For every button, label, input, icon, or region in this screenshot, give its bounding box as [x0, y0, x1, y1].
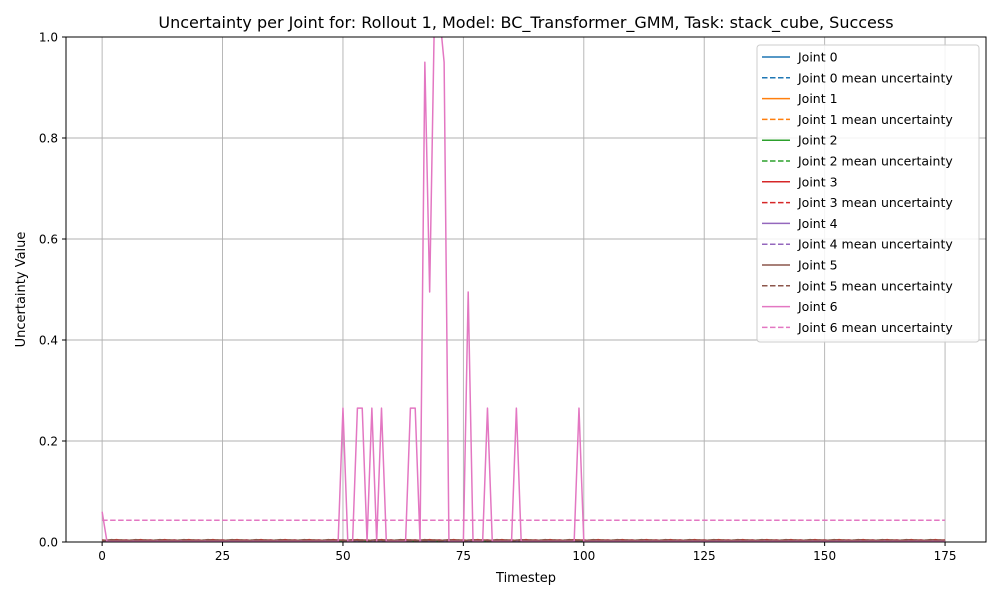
legend-entry: Joint 2 mean uncertainty — [797, 154, 953, 169]
legend-entry: Joint 0 mean uncertainty — [797, 70, 953, 85]
legend-entry: Joint 4 mean uncertainty — [797, 237, 953, 252]
y-tick-label: 0.4 — [39, 334, 58, 348]
x-tick-label: 75 — [456, 549, 471, 563]
x-tick-label: 175 — [934, 549, 957, 563]
y-axis-title: Uncertainty Value — [14, 232, 29, 348]
y-tick-label: 0.0 — [39, 536, 58, 550]
y-tick-label: 0.6 — [39, 233, 58, 247]
x-tick-label: 25 — [215, 549, 230, 563]
x-tick-label: 150 — [813, 549, 836, 563]
y-tick-label: 0.8 — [39, 132, 58, 146]
chart-title: Uncertainty per Joint for: Rollout 1, Mo… — [158, 13, 893, 33]
x-tick-label: 0 — [98, 549, 106, 563]
legend-entry: Joint 3 — [797, 174, 838, 189]
legend-box — [756, 44, 980, 343]
y-tick-label: 1.0 — [39, 31, 58, 45]
x-tick-label: 50 — [335, 549, 350, 563]
legend-entry: Joint 1 — [797, 91, 838, 106]
legend-entry: Joint 6 — [797, 299, 838, 314]
legend: Joint 0 Joint 0 mean uncertainty Joint 1 Jo… — [756, 44, 980, 343]
x-tick-label: 100 — [572, 549, 595, 563]
legend-entry: Joint 5 — [797, 258, 838, 273]
x-axis-title: Timestep — [495, 571, 556, 586]
plot-frame — [65, 36, 987, 543]
series-line-joint-6 — [101, 37, 946, 542]
legend-entry: Joint 5 mean uncertainty — [797, 278, 953, 293]
legend-entry: Joint 4 — [797, 216, 838, 231]
legend-entry: Joint 1 mean uncertainty — [797, 112, 953, 127]
legend-entry: Joint 0 — [797, 50, 838, 65]
legend-entry: Joint 3 mean uncertainty — [797, 195, 953, 210]
axis-ticks: 0 25 50 75 100 125 150 175 0.0 0.2 0.4 0.6 0.8 1.0 — [39, 31, 957, 564]
x-tick-label: 125 — [693, 549, 716, 563]
y-tick-label: 0.2 — [39, 435, 58, 449]
legend-entry: Joint 6 mean uncertainty — [797, 320, 953, 335]
series-lines — [101, 37, 946, 542]
legend-entry: Joint 2 — [797, 133, 838, 148]
